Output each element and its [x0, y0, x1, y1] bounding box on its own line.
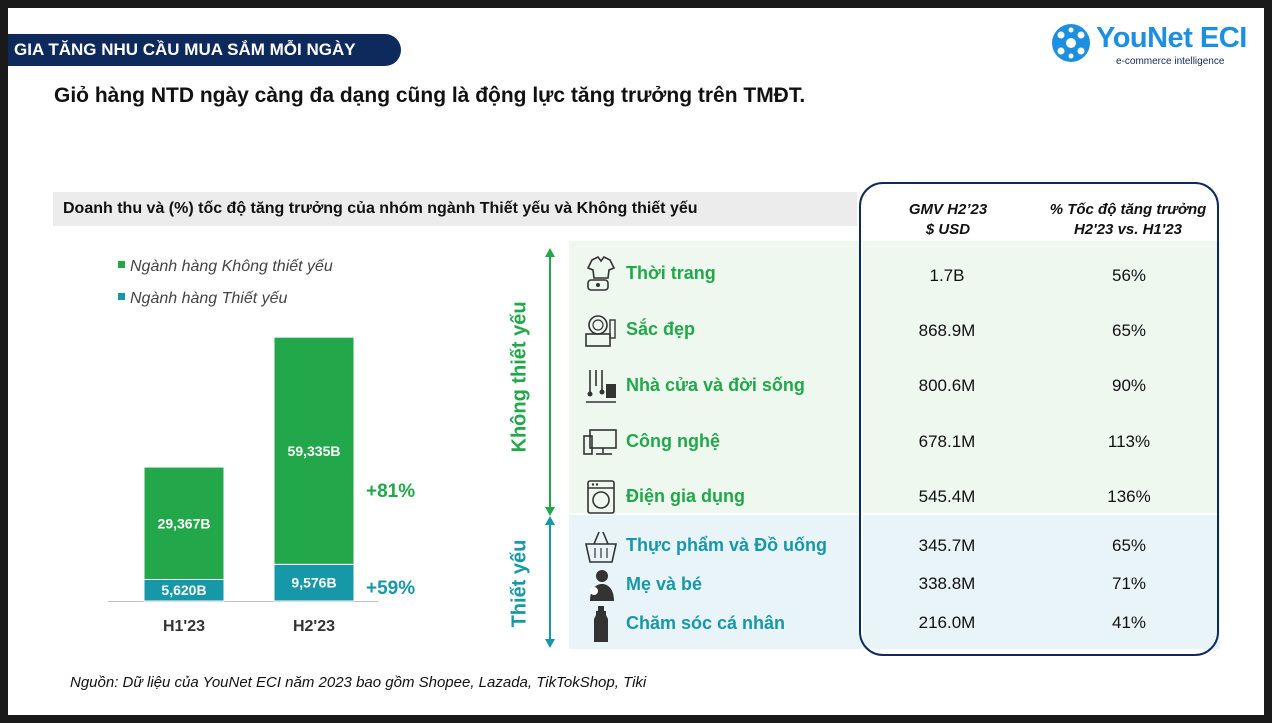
- arrow-non-essential: [545, 248, 555, 516]
- essential-band: [569, 515, 861, 649]
- growth-value: 136%: [1107, 487, 1151, 506]
- growth-value: 41%: [1111, 613, 1147, 632]
- growth-value: 113%: [1107, 432, 1151, 451]
- category-name: Thực phẩm và Đồ uống: [626, 535, 828, 555]
- gmv-value: 345.7M: [918, 536, 976, 555]
- clothing-icon: [586, 255, 616, 291]
- gmv-value: 216.0M: [918, 613, 976, 632]
- group-arrows: [545, 248, 555, 648]
- arrow-essential: [545, 516, 555, 648]
- bar-value-label: 59,335B: [288, 443, 341, 459]
- category-tick-label: H2'23: [293, 618, 335, 635]
- non-essential-values-band: [863, 241, 1220, 513]
- gmv-value: 800.6M: [918, 376, 976, 395]
- growth-value: 90%: [1111, 376, 1147, 395]
- essential-values-band: [863, 515, 1220, 649]
- younet-eci-logo: YouNet ECI e-commerce intelligence: [1050, 20, 1250, 68]
- non-essential-band: [569, 241, 861, 513]
- legend-swatch-green: [118, 261, 125, 269]
- category-name: Sắc đẹp: [626, 319, 696, 339]
- category-name: Thời trang: [626, 263, 716, 283]
- gmv-value: 338.8M: [918, 574, 976, 593]
- grocery-basket-icon: [585, 531, 617, 563]
- growth-value: 65%: [1111, 536, 1147, 555]
- column-header-gmv-line2: $ USD: [925, 221, 971, 238]
- category-name: Chăm sóc cá nhân: [626, 613, 786, 633]
- logo-text: YouNet ECI: [1096, 22, 1247, 54]
- chart-title: Doanh thu và (%) tốc độ tăng trưởng của …: [53, 192, 857, 226]
- category-name: Mẹ và bé: [626, 574, 703, 594]
- column-header-gmv-line1: GMV H2’23: [908, 201, 988, 218]
- column-header-growth: % Tốc độ tăng trưởng H2'23 vs. H1'23: [1038, 200, 1218, 240]
- source-note: Nguồn: Dữ liệu của YouNet ECI năm 2023 b…: [70, 674, 647, 691]
- page-headline: Giỏ hàng NTD ngày càng đa dạng cũng là đ…: [54, 84, 806, 107]
- column-header-gmv: GMV H2’23 $ USD: [888, 200, 1008, 240]
- slide: GIA TĂNG NHU CẦU MUA SẮM MỖI NGÀY YouNet…: [8, 8, 1264, 715]
- personal-care-bottle-icon: [594, 606, 608, 642]
- washing-machine-icon: [587, 480, 615, 514]
- bar-value-label: 5,620B: [161, 582, 206, 598]
- home-living-icon: [586, 370, 616, 403]
- bar-value-label: 29,367B: [158, 515, 211, 531]
- stacked-bar-chart: 5,620B 29,367B H1'23 9,576B 59,335B H2'23: [108, 336, 378, 635]
- category-tick-label: H1'23: [163, 618, 205, 635]
- legend-swatch-teal: [118, 293, 125, 301]
- bar-value-label: 9,576B: [291, 575, 336, 591]
- computer-icon: [583, 429, 617, 455]
- logo-tagline: e-commerce intelligence: [1116, 56, 1225, 67]
- group-label-essential: Thiết yếu: [508, 539, 531, 628]
- growth-value: 56%: [1111, 266, 1147, 285]
- legend-label-essential: Ngành hàng Thiết yếu: [130, 290, 288, 307]
- logo-molecule-icon: [1052, 24, 1090, 62]
- section-header-tab: GIA TĂNG NHU CẦU MUA SẮM MỖI NGÀY: [8, 34, 401, 66]
- bar-non-essential-1: [273, 336, 355, 565]
- column-header-growth-line1: % Tốc độ tăng trưởng: [1049, 201, 1207, 218]
- gmv-value: 1.7B: [929, 266, 965, 285]
- growth-label-non-essential: +81%: [366, 481, 416, 502]
- mother-baby-icon: [590, 570, 614, 601]
- gmv-value: 678.1M: [918, 432, 976, 451]
- legend-label-non-essential: Ngành hàng Không thiết yếu: [130, 258, 333, 275]
- group-label-non-essential: Không thiết yếu: [508, 301, 531, 453]
- growth-value: 71%: [1111, 574, 1147, 593]
- gmv-value: 545.4M: [918, 487, 976, 506]
- category-name: Nhà cửa và đời sống: [626, 375, 805, 395]
- growth-label-essential: +59%: [366, 578, 416, 599]
- growth-value: 65%: [1111, 321, 1147, 340]
- legend-non-essential: Ngành hàng Không thiết yếu: [118, 258, 333, 276]
- cosmetics-icon: [585, 315, 616, 347]
- bar-non-essential-0: [143, 466, 225, 580]
- gmv-table-frame: [859, 182, 1219, 656]
- category-name: Công nghệ: [626, 431, 720, 451]
- gmv-value: 868.9M: [918, 321, 976, 340]
- column-header-growth-line2: H2'23 vs. H1'23: [1073, 221, 1183, 238]
- legend-essential: Ngành hàng Thiết yếu: [118, 290, 287, 308]
- category-name: Điện gia dụng: [626, 486, 745, 506]
